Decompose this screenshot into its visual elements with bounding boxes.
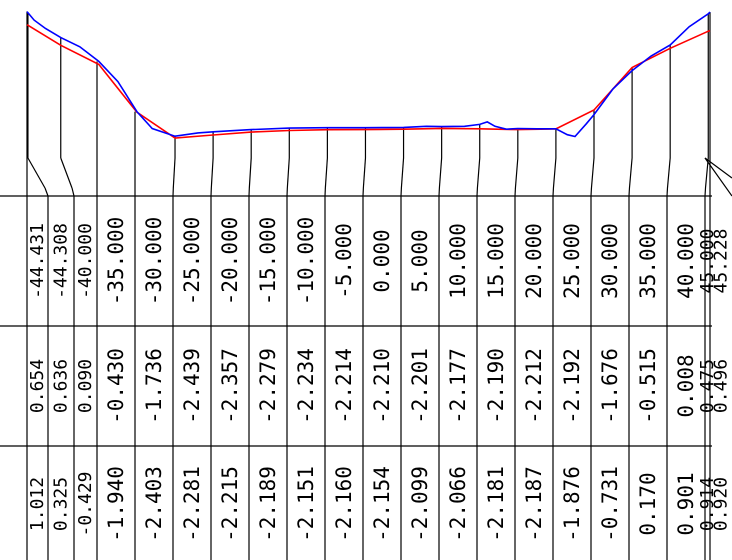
offset-value: 15.000 xyxy=(484,223,508,299)
design-elevation-value: -0.430 xyxy=(104,348,128,424)
station-leader-line xyxy=(628,157,633,189)
station-leader-line xyxy=(704,157,732,179)
design-elevation-value: -2.214 xyxy=(332,348,356,424)
profile-lines xyxy=(26,11,711,139)
station-leader-line xyxy=(324,157,328,189)
offset-value: 10.000 xyxy=(446,223,470,299)
ground-elevation-value: -2.215 xyxy=(218,466,242,542)
design-elevation-value: -1.736 xyxy=(142,348,166,424)
ground-elevation-value: -2.154 xyxy=(370,466,394,542)
ground-elevation-value: 1.012 xyxy=(27,477,48,531)
design-elevation-value: 0.008 xyxy=(674,354,698,417)
station-leader-line xyxy=(27,157,46,189)
offset-value: 30.000 xyxy=(598,223,622,299)
offset-value: -40.000 xyxy=(75,223,96,299)
design-elevation-value: 0.475 xyxy=(697,359,718,413)
ground-elevation-value: 0.920 xyxy=(711,477,732,531)
offset-value: 0.000 xyxy=(370,229,394,292)
station-leader-line xyxy=(666,157,671,189)
station-leader-line xyxy=(438,157,443,189)
offset-value: -10.000 xyxy=(294,217,318,306)
station-leader-line xyxy=(704,157,709,189)
ground-elevation-value: 0.325 xyxy=(51,477,72,531)
design-elevation-value: 0.636 xyxy=(51,359,72,413)
station-leader-line xyxy=(704,157,732,197)
station-leader-line xyxy=(172,157,176,189)
station-leader-line xyxy=(514,157,519,189)
ground-elevation-value: -2.099 xyxy=(408,466,432,542)
offset-value: -15.000 xyxy=(256,217,280,306)
design-elevation-value: -2.210 xyxy=(370,348,394,424)
ground-elevation-value: -0.731 xyxy=(598,466,622,542)
table-values: -44.431 0.654 1.012 -44.308 0.636 0.325 -40.00… xyxy=(27,217,732,542)
station-leader-line xyxy=(400,157,405,189)
design-elevation-value: -2.177 xyxy=(446,348,470,424)
design-elevation-value: -2.190 xyxy=(484,348,508,424)
offset-value: 25.000 xyxy=(560,223,584,299)
offset-value: -25.000 xyxy=(180,217,204,306)
design-elevation-value: -2.192 xyxy=(560,348,584,424)
station-leader-line xyxy=(71,187,75,197)
offset-value: 20.000 xyxy=(522,223,546,299)
ground-elevation-value: -2.189 xyxy=(256,466,280,542)
offset-value: -5.000 xyxy=(332,223,356,299)
station-leader-line xyxy=(248,157,252,189)
ground-elevation-value: 0.914 xyxy=(697,477,718,531)
ground-elevation-value: -2.187 xyxy=(522,466,546,542)
design-elevation-value: -2.439 xyxy=(180,348,204,424)
ground-elevation-value: 0.170 xyxy=(636,472,660,535)
design-elevation-value: 0.090 xyxy=(75,359,96,413)
ground-elevation-value: 0.901 xyxy=(674,472,698,535)
station-leader-line xyxy=(590,157,595,189)
design-elevation-value: -1.676 xyxy=(598,348,622,424)
offset-value: 40.000 xyxy=(674,223,698,299)
design-elevation-value: -2.212 xyxy=(522,348,546,424)
offset-value: -30.000 xyxy=(142,217,166,306)
offset-value: 5.000 xyxy=(408,229,432,292)
ground-profile-line xyxy=(26,11,711,138)
design-elevation-value: 0.654 xyxy=(27,359,48,413)
design-elevation-value: -0.515 xyxy=(636,348,660,424)
station-leader-line xyxy=(44,187,49,197)
offset-value: -44.308 xyxy=(51,223,72,299)
design-elevation-value: -2.279 xyxy=(256,348,280,424)
station-leader-line xyxy=(286,157,290,189)
ground-elevation-value: -2.181 xyxy=(484,466,508,542)
offset-value: -44.431 xyxy=(27,223,48,299)
offset-value: -20.000 xyxy=(218,217,242,306)
station-leader-line xyxy=(60,157,73,189)
offset-value: 45.000 xyxy=(697,228,718,293)
ground-elevation-value: -2.160 xyxy=(332,466,356,542)
station-leader-line xyxy=(552,157,557,189)
ground-elevation-value: -1.940 xyxy=(104,466,128,542)
station-leader-line xyxy=(362,157,367,189)
ground-elevation-value: -2.151 xyxy=(294,466,318,542)
offset-value: -35.000 xyxy=(104,217,128,306)
station-leader-lines xyxy=(26,11,732,197)
station-leader-line xyxy=(210,157,214,189)
design-profile-line xyxy=(26,24,711,139)
ground-elevation-value: -0.429 xyxy=(75,471,96,536)
design-elevation-value: -2.357 xyxy=(218,348,242,424)
ground-elevation-value: -2.066 xyxy=(446,466,470,542)
station-leader-line xyxy=(476,157,481,189)
ground-elevation-value: -2.281 xyxy=(180,466,204,542)
design-elevation-value: 0.496 xyxy=(711,359,732,413)
table-grid xyxy=(0,195,712,560)
ground-elevation-value: -2.403 xyxy=(142,466,166,542)
ground-elevation-value: -1.876 xyxy=(560,466,584,542)
design-elevation-value: -2.234 xyxy=(294,348,318,424)
design-elevation-value: -2.201 xyxy=(408,348,432,424)
offset-value: 35.000 xyxy=(636,223,660,299)
offset-value: 45.228 xyxy=(711,228,732,293)
